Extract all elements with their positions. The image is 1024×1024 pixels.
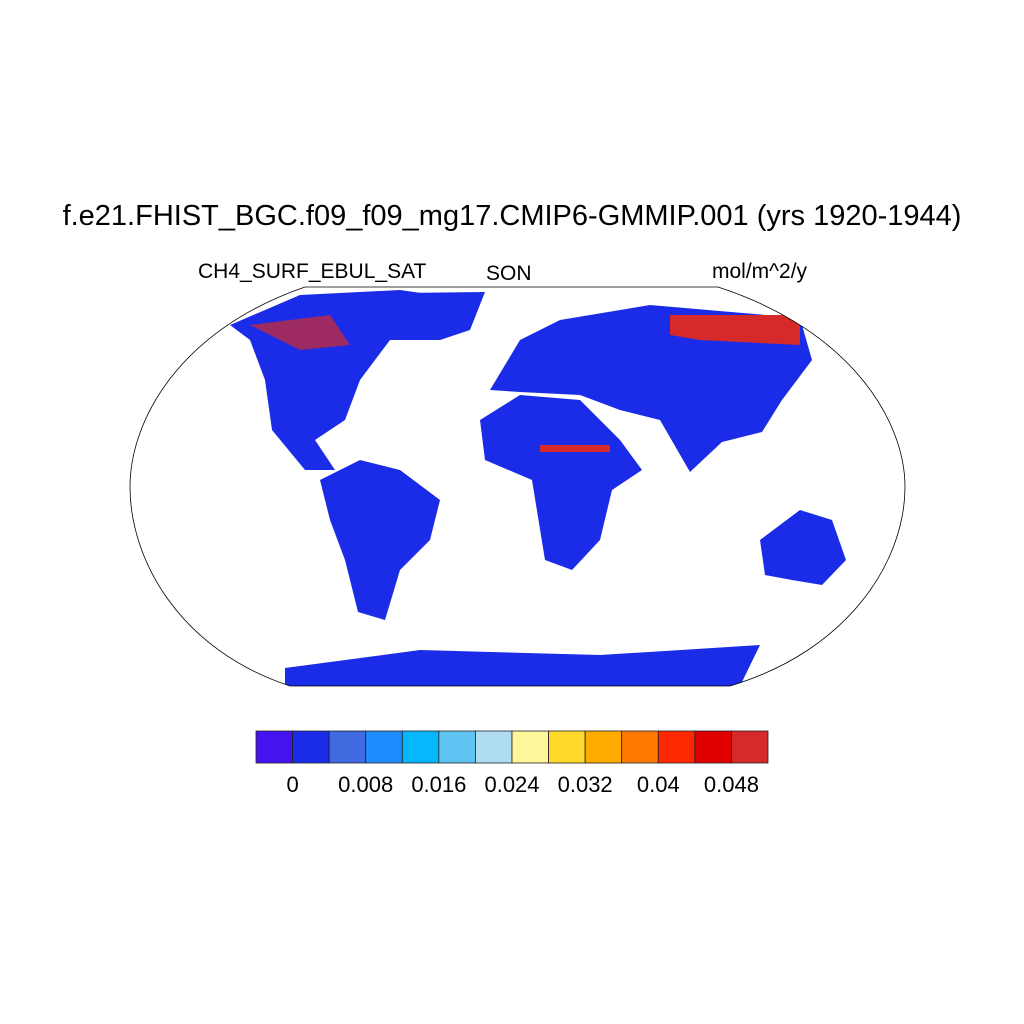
colorbar-tick-label: 0.032 (557, 772, 613, 797)
colorbar-box (475, 730, 513, 764)
colorbar-tick-label: 0.016 (411, 772, 467, 797)
antarctica (285, 645, 760, 686)
colorbar-box (694, 730, 732, 764)
greenland (400, 292, 485, 340)
colorbar-tick-label: 0 (286, 772, 299, 797)
colorbar (255, 730, 769, 764)
map-outline (129, 286, 906, 687)
colorbar-box (621, 730, 659, 764)
colorbar-box (548, 730, 586, 764)
colorbar-box (511, 730, 549, 764)
units-label: mol/m^2/y (712, 260, 808, 283)
eurasia (490, 305, 812, 472)
variable-name: CH4_SURF_EBUL_SAT (198, 260, 427, 283)
sahel-high-flux (540, 445, 610, 452)
colorbar-tick-label: 0.04 (636, 772, 680, 797)
colorbar-tick-label: 0.024 (484, 772, 540, 797)
colorbar-box (328, 730, 367, 764)
colorbar-box (438, 730, 476, 764)
canada-high-flux (250, 315, 350, 350)
south-america (320, 460, 440, 620)
colorbar-box (657, 730, 696, 764)
colorbar-box (401, 730, 440, 764)
plot-title: f.e21.FHIST_BGC.f09_f09_mg17.CMIP6-GMMIP… (62, 200, 962, 232)
colorbar-tick-label: 0.008 (338, 772, 394, 797)
colorbar-box (255, 730, 293, 764)
siberia-high-flux (670, 315, 800, 345)
australia (760, 510, 846, 585)
africa (480, 395, 642, 570)
colorbar-box (365, 730, 403, 764)
colorbar-tick-label: 0.048 (703, 772, 759, 797)
colorbar-box (584, 730, 623, 764)
colorbar-box (292, 730, 330, 764)
season-label: SON (486, 262, 532, 285)
colorbar-box (731, 730, 769, 764)
